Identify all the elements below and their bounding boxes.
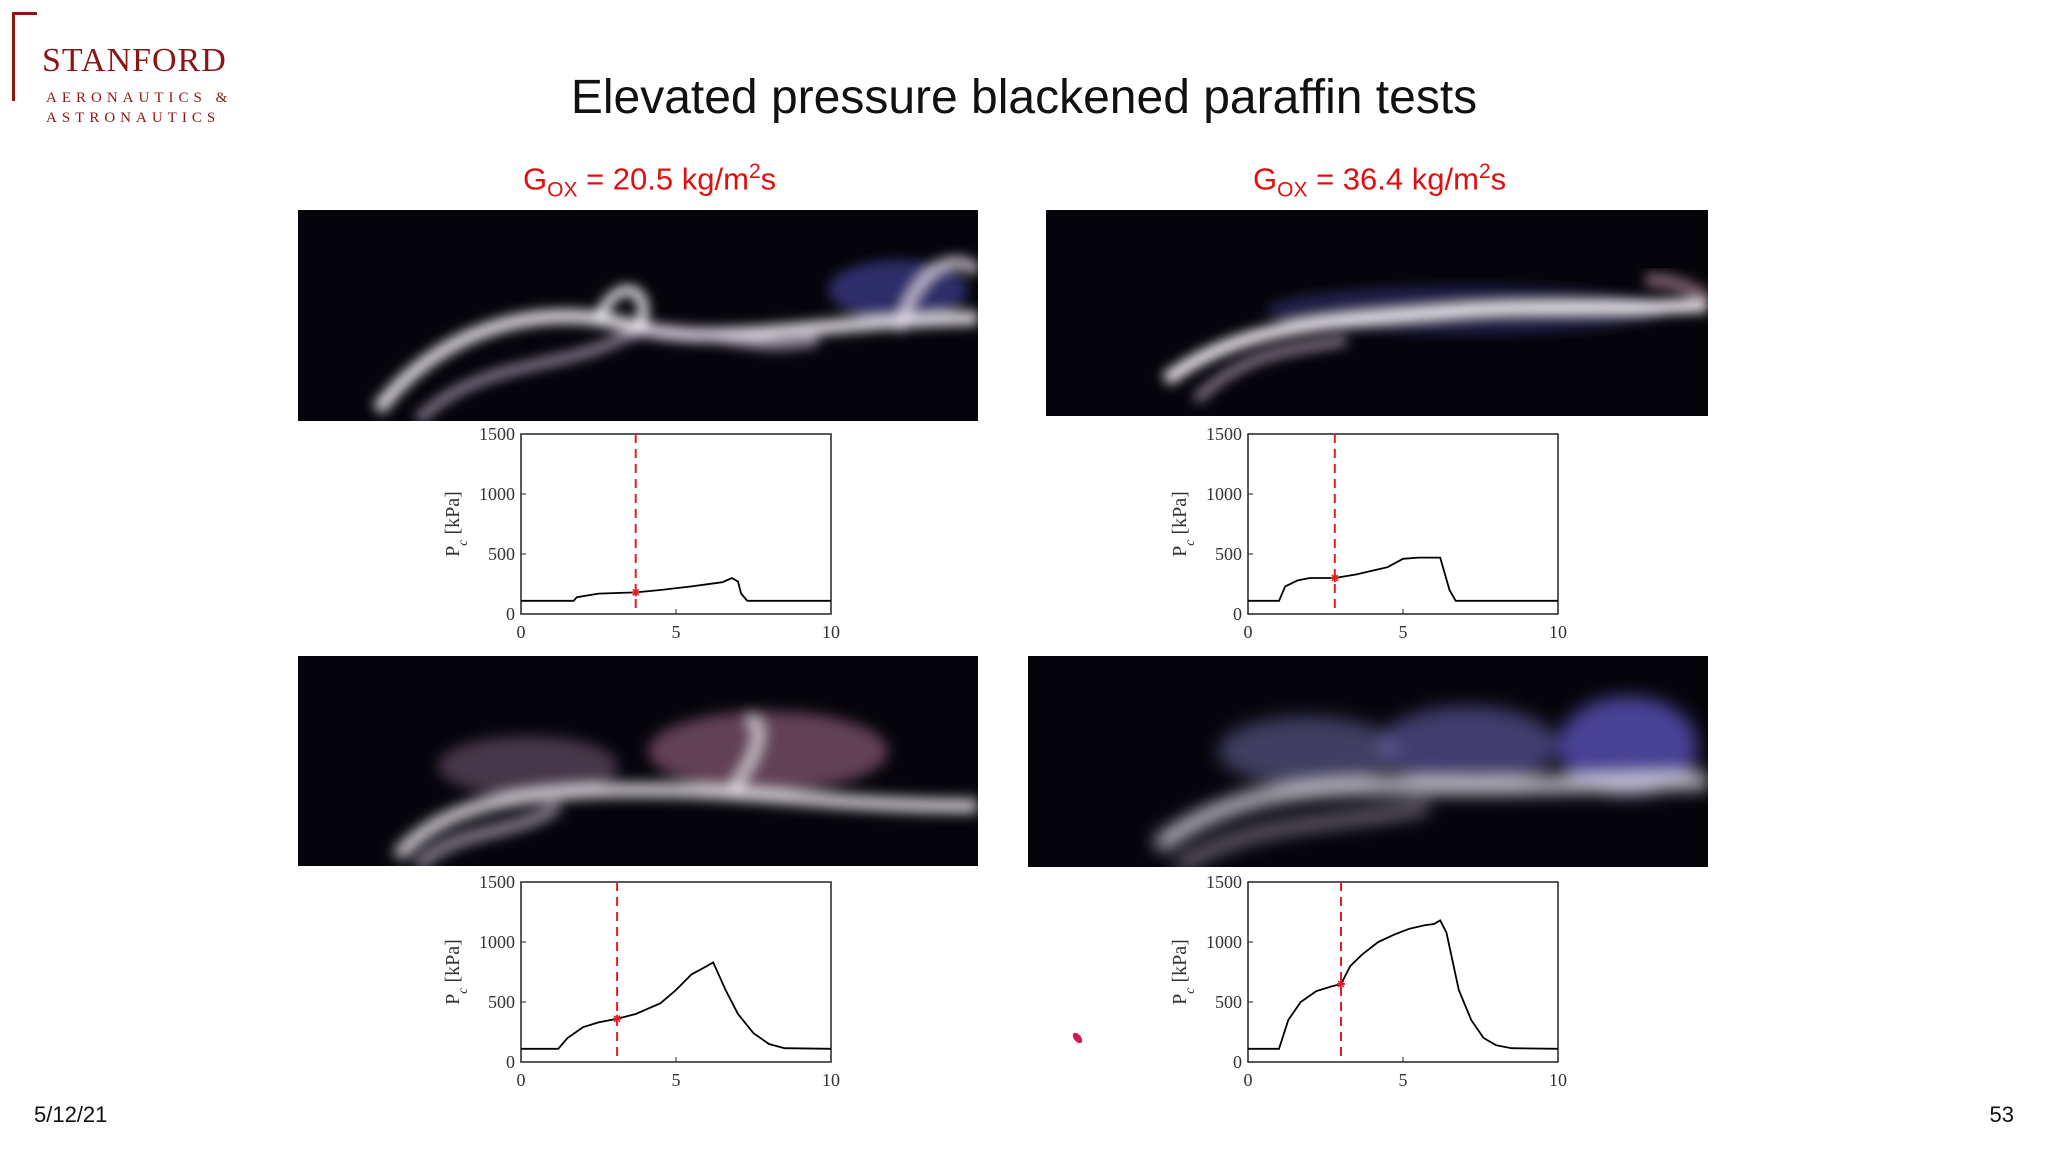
y-axis-label: Pc [kPa]	[442, 939, 471, 1005]
x-tick-label: 10	[822, 1070, 840, 1090]
x-tick-label: 10	[822, 622, 840, 642]
plot-frame	[1247, 881, 1559, 1063]
x-tick-label: 5	[672, 622, 681, 642]
pressure-chart-bottom-left: 0 5 10 0 500 1000 1500 Pc [kPa]	[442, 874, 840, 1090]
y-tick-label: 1500	[1206, 426, 1242, 444]
gox-label-left: GOX = 20.5 kg/m2s	[523, 160, 777, 202]
x-tick-label: 5	[672, 1070, 681, 1090]
y-tick-label: 0	[1233, 1052, 1242, 1072]
stanford-logo: STANFORD AERONAUTICS & ASTRONAUTICS	[12, 12, 252, 126]
y-tick-label: 0	[506, 1052, 515, 1072]
time-marker-point	[631, 588, 640, 597]
x-tick-label: 10	[1549, 622, 1567, 642]
y-tick-label: 500	[1215, 544, 1242, 564]
y-tick-label: 500	[488, 992, 515, 1012]
slide-number: 53	[1989, 1102, 2014, 1127]
x-tick-label: 5	[1399, 622, 1408, 642]
pressure-trace	[1248, 556, 1558, 602]
time-marker-point	[1330, 574, 1339, 582]
y-tick-label: 500	[488, 544, 515, 564]
pressure-chart-top-left: 0 5 10 0 500 1000 1500 Pc [kPa]	[442, 426, 840, 642]
y-tick-label: 500	[1215, 992, 1242, 1012]
time-marker-point	[1337, 980, 1345, 988]
y-axis-label: Pc [kPa]	[1169, 491, 1198, 557]
y-tick-label: 0	[506, 604, 515, 624]
flame-image-bottom-left	[298, 656, 978, 866]
x-tick-label: 10	[1549, 1070, 1567, 1090]
x-tick-label: 0	[517, 1070, 526, 1090]
pressure-chart-bottom-right: 0 5 10 0 500 1000 1500 Pc [kPa]	[1169, 874, 1567, 1090]
y-tick-label: 1500	[479, 426, 515, 444]
logo-name: STANFORD	[42, 42, 227, 79]
logo-line-1: AERONAUTICS &	[46, 90, 233, 106]
plot-frame	[1247, 433, 1559, 615]
pressure-trace	[1248, 919, 1559, 1050]
logo-line-2: ASTRONAUTICS	[46, 110, 221, 126]
slide-title: Elevated pressure blackened paraffin tes…	[570, 71, 1478, 124]
y-tick-label: 1000	[1206, 484, 1242, 504]
y-axis-label: Pc [kPa]	[442, 491, 471, 557]
y-axis-label: Pc [kPa]	[1169, 939, 1198, 1005]
y-tick-label: 0	[1233, 604, 1242, 624]
pointer-mark	[1070, 1031, 1085, 1045]
x-tick-label: 0	[517, 622, 526, 642]
gox-label-right: GOX = 36.4 kg/m2s	[1253, 160, 1507, 202]
plot-frame	[520, 881, 832, 1063]
flame-image-bottom-right	[1028, 656, 1708, 867]
pressure-trace	[521, 576, 831, 602]
x-tick-label: 5	[1399, 1070, 1408, 1090]
flame-image-top-right	[1046, 210, 1708, 416]
y-tick-label: 1000	[479, 484, 515, 504]
pressure-trace	[521, 961, 832, 1050]
y-tick-label: 1000	[479, 932, 515, 952]
x-tick-label: 0	[1244, 622, 1253, 642]
y-tick-label: 1500	[479, 874, 515, 892]
slide-date: 5/12/21	[34, 1102, 108, 1127]
logo-mark-icon	[12, 12, 37, 101]
time-marker-point	[613, 1014, 622, 1023]
y-tick-label: 1000	[1206, 932, 1242, 952]
y-tick-label: 1500	[1206, 874, 1242, 892]
x-tick-label: 0	[1244, 1070, 1253, 1090]
flame-image-top-left	[298, 210, 978, 421]
pressure-chart-top-right: 0 5 10 0 500 1000 1500 Pc [kPa]	[1169, 426, 1567, 642]
plot-frame	[520, 433, 832, 615]
